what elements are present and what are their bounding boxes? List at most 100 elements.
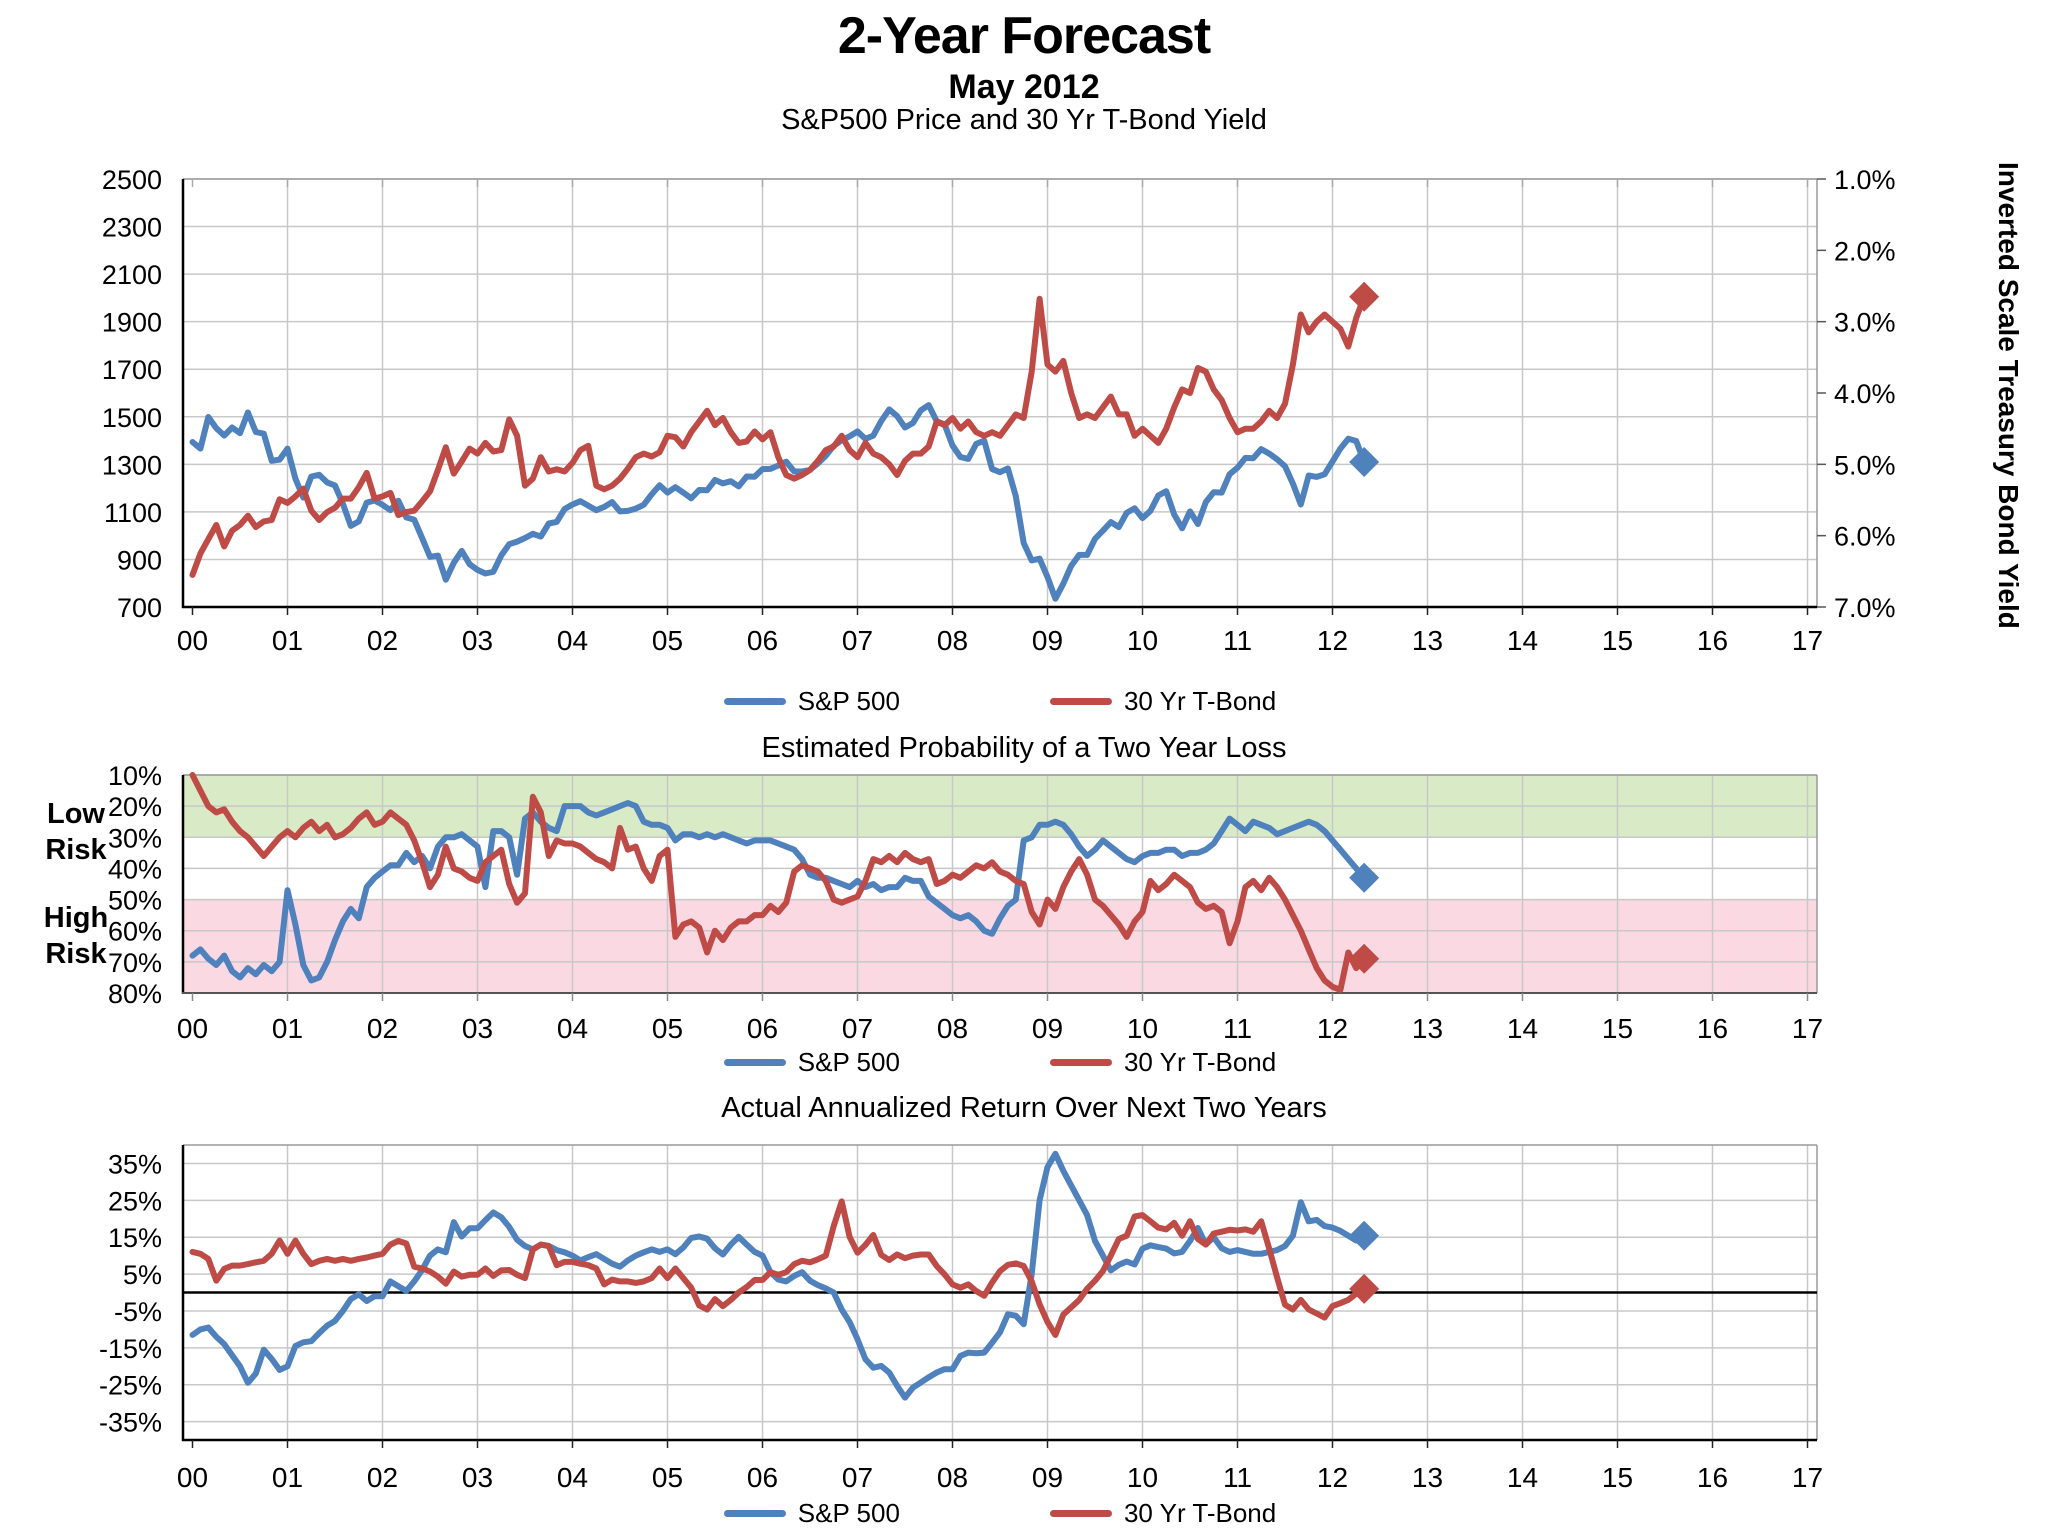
legend-label-sp500: S&P 500	[797, 1497, 900, 1528]
y-tick-label: 1100	[104, 498, 162, 528]
y-tick-label: 15%	[108, 1223, 162, 1253]
x-tick-label: 04	[557, 1462, 588, 1493]
x-tick-label: 00	[177, 1013, 208, 1044]
legend-item-sp500: S&P 500	[723, 1046, 900, 1078]
y-tick-label: 5%	[123, 1260, 162, 1290]
page-title: 2-Year Forecast	[837, 7, 1211, 65]
sp500-line-swatch-icon	[723, 1058, 786, 1066]
y-tick-label: 60%	[108, 917, 162, 947]
legend-item-tbond: 30 Yr T-Bond	[1049, 1046, 1277, 1078]
high-risk-label: High Risk	[43, 902, 109, 970]
series-line-tbond	[189, 772, 1368, 993]
end-diamond-marker-tbond	[1349, 1273, 1380, 1304]
x-tick-label: 05	[652, 1462, 683, 1493]
y-tick-label: 2100	[102, 260, 162, 290]
right-tick-label: 6.0%	[1834, 522, 1896, 552]
y-tick-label: -35%	[99, 1408, 162, 1438]
legend-label-sp500: S&P 500	[797, 1046, 900, 1077]
chart-loss-probability: 10%20%30%40%50%60%70%80% 00 01 02 03 04 05 06 07…	[108, 761, 1823, 1044]
right-tick-label: 1.0%	[1834, 165, 1896, 195]
x-tick-label: 09	[1032, 1013, 1063, 1044]
y-tick-label: 80%	[108, 979, 162, 1009]
legend-item-sp500: S&P 500	[723, 686, 900, 717]
x-axis-labels: 00 01 02 03 04 05 06 07 08 09 10 11 12 13 14 15 16 17	[177, 1013, 1823, 1044]
x-tick-label: 00	[177, 625, 208, 656]
legend-price-yield: S&P 500 30 Yr T-Bond	[183, 685, 1817, 717]
x-tick-label: 16	[1697, 625, 1728, 656]
x-tick-label: 13	[1412, 1462, 1443, 1493]
right-axis-labels: 1.0% 2.0% 3.0% 4.0% 5.0% 6.0% 7.0%	[1817, 165, 1896, 623]
x-tick-label: 01	[272, 1013, 303, 1044]
x-tick-label: 04	[557, 1013, 588, 1044]
x-tick-label: 08	[937, 1013, 968, 1044]
right-tick-label: 4.0%	[1834, 379, 1896, 409]
y-tick-label: 30%	[108, 823, 162, 853]
legend-item-tbond: 30 Yr T-Bond	[1049, 1498, 1276, 1529]
y-tick-label: 1500	[102, 403, 162, 433]
x-tick-label: 16	[1697, 1013, 1728, 1044]
right-tick-label: 3.0%	[1834, 308, 1896, 338]
y-tick-label: 700	[117, 593, 162, 623]
y-axis-labels: 10%20%30%40%50%60%70%80%	[108, 761, 162, 1009]
x-tick-label: 13	[1412, 1013, 1443, 1044]
x-tick-marks	[191, 993, 1809, 1001]
right-tick-label: 7.0%	[1834, 593, 1896, 623]
chart-price-yield: 250023002100190017001500130011009007001.…	[102, 165, 1896, 656]
x-tick-label: 03	[462, 625, 493, 656]
x-tick-label: 09	[1032, 1462, 1063, 1493]
x-tick-label: 14	[1507, 1462, 1538, 1493]
x-tick-label: 06	[747, 1013, 778, 1044]
low-risk-label: Low Risk	[45, 798, 107, 866]
right-tick-label: 2.0%	[1834, 236, 1896, 266]
end-diamond-marker-tbond	[1349, 281, 1380, 312]
legend-label-tbond: 30 Yr T-Bond	[1123, 1046, 1277, 1077]
legend-label-tbond: 30 Yr T-Bond	[1123, 685, 1277, 716]
chart-title-price-yield: S&P500 Price and 30 Yr T-Bond Yield	[781, 104, 1267, 136]
series-line-tbond	[189, 293, 1368, 578]
y-tick-label: 35%	[108, 1149, 162, 1179]
end-diamond-marker-tbond	[1349, 943, 1380, 974]
y-tick-label: 40%	[108, 854, 162, 884]
x-tick-label: 06	[747, 625, 778, 656]
x-axis-labels: 00 01 02 03 04 05 06 07 08 09 10 11 12 13 14 15 16 17	[177, 625, 1823, 656]
v-gridlines	[286, 179, 1809, 607]
y-tick-label: -15%	[99, 1334, 162, 1364]
x-tick-label: 03	[462, 1013, 493, 1044]
x-tick-label: 10	[1127, 625, 1158, 656]
x-tick-label: 07	[842, 1462, 873, 1493]
x-tick-label: 17	[1792, 1013, 1823, 1044]
x-tick-label: 04	[557, 625, 588, 656]
y-tick-label: 50%	[108, 886, 162, 916]
page-subtitle: May 2012	[948, 68, 1100, 106]
x-tick-label: 03	[462, 1462, 493, 1493]
sp500-line-swatch-icon	[723, 697, 786, 705]
y-tick-label: 1700	[102, 355, 162, 385]
x-tick-label: 14	[1507, 625, 1538, 656]
x-tick-label: 06	[747, 1462, 778, 1493]
x-tick-label: 11	[1223, 1013, 1252, 1044]
y-axis-labels: 2500 2300 2100 1900 1700 1500 1300 1100 900 700	[102, 165, 162, 623]
y-tick-label: 25%	[108, 1186, 162, 1216]
tbond-line-swatch-icon	[1049, 697, 1112, 705]
v-gridlines	[286, 775, 1809, 993]
end-diamond-marker-sp500	[1349, 1220, 1380, 1251]
tbond-line-swatch-icon	[1049, 1509, 1112, 1517]
x-tick-label: 02	[367, 1462, 398, 1493]
x-tick-label: 01	[272, 625, 303, 656]
end-diamond-marker-sp500	[1349, 862, 1380, 893]
h-gridlines	[183, 178, 1817, 608]
series-line-sp500	[189, 402, 1368, 602]
chart-title-actual-return: Actual Annualized Return Over Next Two Y…	[721, 1092, 1327, 1124]
tbond-line-swatch-icon	[1049, 1058, 1112, 1066]
x-tick-label: 12	[1317, 625, 1348, 656]
x-tick-label: 10	[1127, 1013, 1158, 1044]
x-tick-label: 12	[1317, 1462, 1348, 1493]
x-tick-label: 08	[937, 1462, 968, 1493]
x-tick-label: 12	[1317, 1013, 1348, 1044]
x-tick-label: 00	[177, 1462, 208, 1493]
x-tick-label: 15	[1602, 1013, 1633, 1044]
x-tick-label: 01	[272, 1462, 303, 1493]
x-tick-label: 07	[842, 625, 873, 656]
x-tick-label: 15	[1602, 625, 1633, 656]
y-tick-label: -25%	[99, 1371, 162, 1401]
